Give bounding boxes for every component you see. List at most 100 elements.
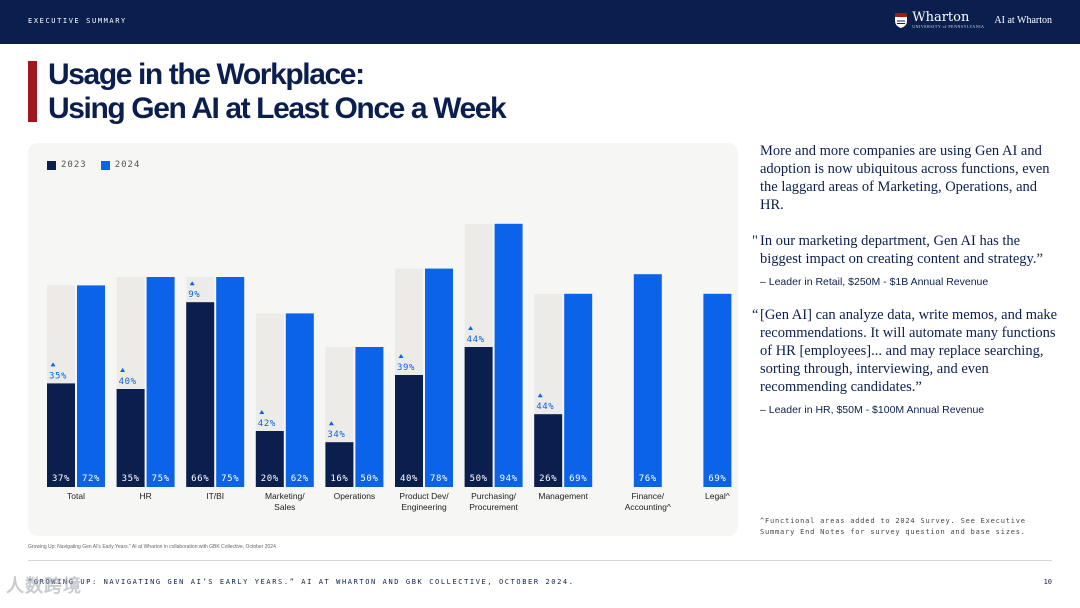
logo-tagline: AI at Wharton [994,14,1052,26]
change-arrow-icon-1 [120,368,126,372]
value-label-2023-1: 35% [122,474,140,484]
category-label-2: IT/BI [206,491,224,501]
bar-2023-6 [464,347,493,487]
quote-1: " In our marketing department, Gen AI ha… [752,232,1060,268]
category-label-5-line-1: Engineering [401,502,447,512]
bar-2024-6 [494,223,523,488]
footnote: ^Functional areas added to 2024 Survey. … [760,517,1026,536]
title-accent-bar [28,61,37,122]
logo-text: Wharton UNIVERSITY of PENNSYLVANIA [912,11,984,29]
quote-1-text: In our marketing department, Gen AI has … [760,233,1043,267]
category-label-9: Legal^ [705,491,730,501]
page-number: 10 [1043,578,1052,586]
category-label-7: Management [538,491,588,501]
quote-2: “ [Gen AI] can analyze data, write memos… [752,306,1060,396]
bar-2023-7 [534,414,563,487]
summary-text: More and more companies are using Gen AI… [760,143,1050,213]
bar-2024-2 [216,277,245,487]
logo-wordmark: Wharton [912,10,970,25]
value-label-2024-3: 62% [291,474,309,484]
change-arrow-icon-0 [50,362,56,367]
change-arrow-icon-4 [328,421,334,426]
value-label-2023-3: 20% [261,474,279,484]
quote-1-open-mark: " [752,233,758,249]
quote-2-open-mark: “ [752,307,759,323]
title-line-2: Using Gen AI at Least Once a Week [48,92,507,125]
value-label-2024-9: 69% [708,474,726,484]
category-label-5: Product Dev/ [399,491,449,501]
section-label: EXECUTIVE SUMMARY [28,17,127,25]
bar-2024-4 [355,347,384,487]
quote-2-text: [Gen AI] can analyze data, write memos, … [760,307,1058,395]
category-label-6: Purchasing/ [471,491,517,501]
bar-2023-1 [116,389,145,487]
value-label-2023-5: 40% [400,474,418,484]
footer-citation: “GROWING UP: NAVIGATING GEN AI’S EARLY Y… [28,578,575,586]
value-label-2023-6: 50% [470,474,488,484]
category-label-3: Marketing/ [265,491,305,501]
quote-1-attribution: – Leader in Retail, $250M - $1B Annual R… [760,276,989,288]
change-label-3: 42% [258,419,276,429]
change-label-7: 44% [536,402,554,412]
bar-2024-3 [285,313,314,487]
category-label-0: Total [67,491,85,501]
change-label-1: 40% [119,377,137,387]
legend-label-2023: 2023 [61,160,87,170]
wharton-logo: Wharton UNIVERSITY of PENNSYLVANIA AI at… [894,11,1052,29]
value-label-2024-4: 50% [360,474,378,484]
bar-2023-2 [186,302,215,487]
bar-2023-0 [47,383,75,487]
legend-swatch-2023 [47,160,56,170]
change-label-4: 34% [327,430,345,440]
footer-divider [28,560,1052,561]
category-label-6-line-1: Procurement [469,502,518,512]
value-label-2023-2: 66% [191,474,209,484]
bar-2024-5 [425,268,453,487]
change-label-6: 44% [467,335,485,345]
legend-label-2024: 2024 [114,160,141,170]
value-label-2024-7: 69% [569,474,587,484]
legend-item-2023: 2023 [47,160,87,170]
value-label-2023-7: 26% [539,474,557,484]
logo-subtitle: UNIVERSITY of PENNSYLVANIA [912,24,985,29]
watermark: 人数跨境 [6,576,82,596]
bar-2023-5 [395,375,423,487]
source-note: Growing Up: Navigating Gen AI's Early Ye… [28,544,276,550]
value-label-2024-8: 76% [639,474,657,484]
legend-item-2024: 2024 [100,160,141,170]
bar-2024-8 [633,274,662,487]
change-label-5: 39% [397,363,415,373]
quote-2-attribution: – Leader in HR, $50M - $100M Annual Reve… [760,404,985,416]
category-label-8: Finance/ [631,491,664,501]
value-label-2023-4: 16% [330,474,348,484]
bar-2024-0 [77,285,105,487]
value-label-2024-0: 72% [82,474,100,484]
change-arrow-icon-2 [189,281,195,286]
category-label-3-line-1: Sales [274,502,295,512]
bar-2023-4 [325,442,354,487]
bar-2023-3 [255,431,284,487]
legend-swatch-2024 [100,160,110,170]
change-label-0: 35% [49,371,67,381]
bar-2024-1 [146,277,175,487]
bar-2024-7 [564,293,593,487]
penn-shield-icon [895,12,908,28]
change-arrow-icon-6 [468,326,474,330]
change-arrow-icon-7 [537,393,543,398]
category-label-4: Operations [334,491,376,501]
value-label-2024-5: 78% [430,474,448,484]
change-arrow-icon-3 [259,410,265,414]
change-arrow-icon-5 [398,354,404,358]
category-label-8-line-1: Accounting^ [625,502,671,512]
value-label-2024-1: 75% [152,474,170,484]
value-label-2023-0: 37% [52,474,70,484]
change-label-2: 9% [188,290,200,300]
category-label-1: HR [139,491,151,501]
chart-legend: 2023 2024 [47,160,154,170]
header-bar: EXECUTIVE SUMMARY Wharton UNIVERSITY of … [0,0,1080,44]
bar-2024-9 [703,293,732,487]
value-label-2024-2: 75% [221,474,239,484]
title-line-1: Usage in the Workplace: [48,58,365,91]
value-label-2024-6: 94% [500,474,518,484]
